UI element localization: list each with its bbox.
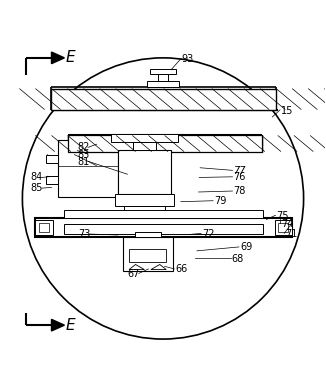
Bar xyxy=(58,140,118,197)
Bar xyxy=(274,220,292,235)
Bar xyxy=(158,74,168,81)
Polygon shape xyxy=(129,265,144,270)
Bar xyxy=(135,232,161,237)
Bar xyxy=(35,218,292,237)
Bar xyxy=(118,150,171,194)
Text: 69: 69 xyxy=(240,242,252,252)
Text: 78: 78 xyxy=(233,186,246,196)
Bar xyxy=(52,89,276,109)
Bar xyxy=(65,224,263,234)
Bar xyxy=(124,206,165,215)
Text: 84: 84 xyxy=(30,172,43,182)
Bar xyxy=(147,81,179,87)
Bar xyxy=(133,142,156,150)
Text: 15: 15 xyxy=(281,106,293,116)
Text: 79: 79 xyxy=(214,196,227,206)
Bar xyxy=(129,249,166,262)
Bar xyxy=(46,154,58,163)
Polygon shape xyxy=(52,319,65,331)
Text: E: E xyxy=(66,318,76,333)
Bar xyxy=(39,223,49,232)
Text: 76: 76 xyxy=(233,172,246,182)
Bar xyxy=(46,176,58,184)
Bar xyxy=(114,194,174,206)
Text: 77: 77 xyxy=(233,166,246,175)
Text: 75: 75 xyxy=(276,210,289,220)
Text: 74: 74 xyxy=(281,219,293,229)
Text: 93: 93 xyxy=(182,54,194,64)
Polygon shape xyxy=(151,265,166,270)
Text: 71: 71 xyxy=(285,229,298,239)
Text: 82: 82 xyxy=(77,142,90,152)
Bar xyxy=(65,210,263,218)
Bar xyxy=(150,69,176,74)
Bar xyxy=(111,134,178,142)
Text: 66: 66 xyxy=(175,264,187,274)
Text: 85: 85 xyxy=(30,183,43,193)
Text: E: E xyxy=(66,50,76,65)
Text: 81: 81 xyxy=(77,157,90,167)
Text: 83: 83 xyxy=(77,149,90,159)
Text: 73: 73 xyxy=(78,229,91,239)
Text: 72: 72 xyxy=(202,229,215,239)
Bar xyxy=(35,220,53,235)
Polygon shape xyxy=(52,52,65,64)
Bar xyxy=(68,136,261,152)
Text: 68: 68 xyxy=(232,253,244,263)
Text: 67: 67 xyxy=(127,269,140,279)
Bar xyxy=(278,223,289,232)
Bar xyxy=(123,237,173,271)
